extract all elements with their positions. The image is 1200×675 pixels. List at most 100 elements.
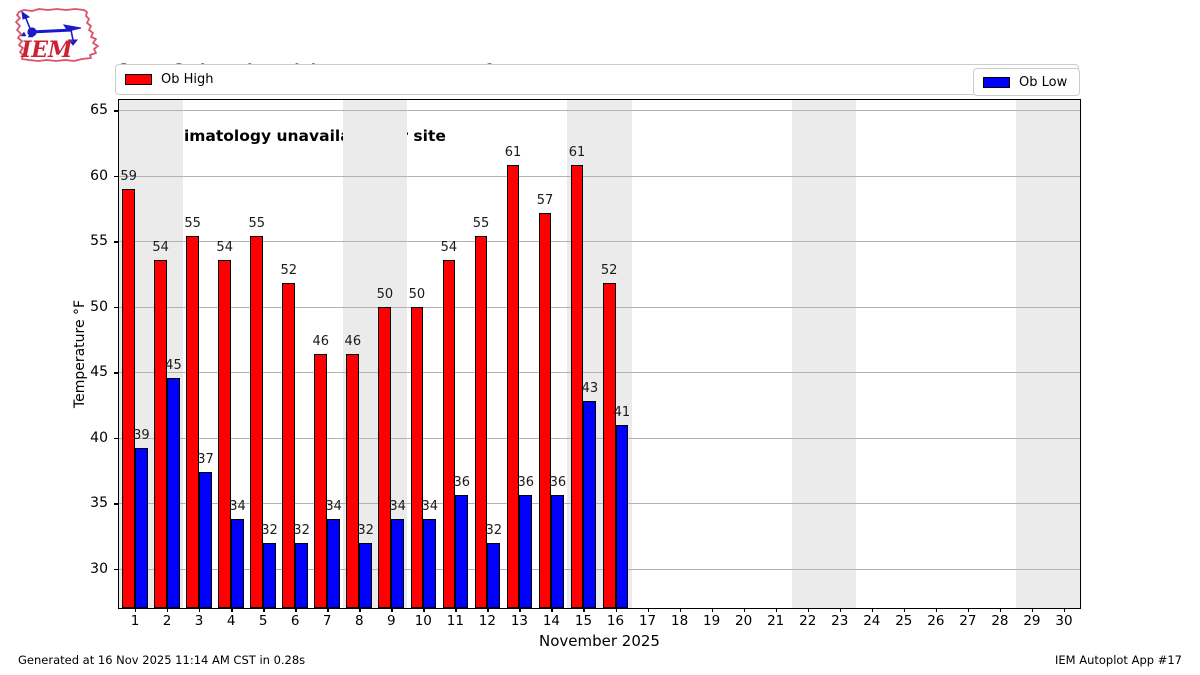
x-tick-label: 2	[162, 613, 172, 629]
x-tick	[999, 608, 1002, 612]
x-axis-title: November 2025	[539, 632, 660, 650]
bar-low	[519, 495, 533, 608]
bar-label-high: 59	[120, 169, 137, 185]
bar-label-high: 54	[152, 239, 169, 255]
x-tick-label: 10	[414, 613, 432, 629]
x-tick-label: 18	[670, 613, 689, 629]
x-tick-label: 27	[959, 613, 977, 629]
gridline	[119, 372, 1080, 374]
bar-label-high: 55	[248, 216, 266, 232]
legend-high-swatch-icon	[125, 74, 152, 85]
y-tick-label: 40	[90, 429, 108, 446]
y-tick-label: 35	[90, 495, 108, 512]
bar-high	[410, 306, 424, 608]
x-tick-label: 6	[290, 613, 300, 629]
plot-area: 59 54 55 54 55 52 46 46 50 50 54 55 61 57 61 52 39 45 37 34…	[119, 100, 1080, 608]
bar-label-low: 32	[293, 522, 310, 538]
x-tick	[743, 608, 746, 612]
x-tick	[711, 608, 713, 612]
bar-low	[231, 518, 244, 608]
x-tick-label: 25	[895, 613, 913, 629]
footer-generated-text: Generated at 16 Nov 2025 11:14 AM CST in…	[18, 653, 306, 667]
gridline	[119, 306, 1080, 308]
x-tick	[551, 608, 553, 612]
anemometer-icon	[20, 10, 82, 46]
bar-low	[583, 401, 597, 608]
y-axis-title: Temperature °F	[72, 299, 88, 409]
x-tick	[167, 608, 169, 612]
x-tick	[871, 608, 874, 612]
bar-label-low: 32	[485, 522, 503, 538]
bar-label-high: 50	[376, 286, 394, 302]
x-tick	[295, 608, 297, 612]
x-tick-label: 28	[991, 613, 1009, 629]
y-tick	[114, 241, 118, 243]
y-tick-label: 30	[90, 560, 108, 577]
x-tick	[647, 608, 649, 612]
bar-low	[423, 518, 437, 608]
x-tick-label: 24	[863, 613, 881, 629]
x-tick-label: 22	[799, 613, 817, 629]
bar-label-low: 39	[133, 428, 150, 444]
bar-low	[167, 377, 180, 608]
x-tick	[839, 608, 842, 612]
x-tick	[807, 608, 810, 612]
bar-high	[282, 283, 296, 608]
legend-low-label: Ob Low	[1019, 74, 1068, 90]
bar-low	[615, 424, 629, 608]
x-tick-label: 13	[510, 613, 528, 629]
bar-label-low: 37	[197, 451, 214, 467]
x-tick	[423, 608, 425, 612]
y-tick-label: 45	[90, 364, 108, 381]
legend-low: Ob Low	[973, 68, 1080, 96]
x-tick	[679, 608, 681, 612]
bar-low	[455, 495, 469, 608]
bar-label-low: 32	[357, 522, 374, 538]
y-tick	[114, 503, 118, 505]
bar-high	[346, 354, 360, 608]
bar-low	[263, 542, 276, 608]
x-tick	[135, 608, 137, 612]
x-tick-label: 26	[927, 613, 945, 629]
legend-low-swatch-icon	[983, 76, 1010, 88]
x-tick-label: 12	[478, 613, 496, 629]
iowa-outline-icon: IEM	[15, 8, 99, 63]
gridline	[119, 568, 1080, 570]
bar-label-high: 52	[600, 263, 618, 279]
bar-high	[506, 165, 520, 608]
y-tick-label: 55	[90, 233, 108, 250]
iem-logo-text: IEM	[20, 37, 73, 63]
x-tick-label: 3	[194, 613, 204, 629]
bar-high	[122, 189, 136, 608]
x-tick-label: 16	[606, 613, 625, 629]
bar-high	[314, 354, 328, 608]
x-tick-label: 7	[322, 613, 332, 629]
x-tick-label: 4	[226, 613, 236, 629]
bar-label-high: 61	[568, 145, 586, 161]
x-tick-label: 21	[767, 613, 785, 629]
bar-high	[250, 236, 264, 608]
bar-label-low: 34	[389, 498, 406, 514]
bar-low	[391, 518, 405, 608]
x-tick-label: 11	[446, 613, 464, 629]
gridline	[119, 437, 1080, 439]
bar-label-low: 34	[325, 498, 342, 514]
x-tick	[967, 608, 970, 612]
footer-app-text: IEM Autoplot App #17	[1054, 653, 1182, 667]
bar-high	[154, 259, 168, 608]
iem-logo: IEM	[8, 4, 108, 66]
bar-label-high: 61	[504, 145, 522, 161]
bar-low	[199, 471, 212, 608]
bar-label-low: 34	[421, 498, 438, 514]
x-tick	[903, 608, 906, 612]
bar-high	[186, 236, 200, 608]
bar-label-low: 36	[517, 475, 535, 491]
gridline	[119, 241, 1080, 243]
x-tick	[935, 608, 938, 612]
y-tick-label: 65	[90, 102, 108, 119]
x-tick-label: 17	[638, 613, 657, 629]
x-tick-label: 5	[258, 613, 268, 629]
x-tick	[359, 608, 361, 612]
bar-label-low: 34	[229, 498, 246, 514]
bar-low	[359, 542, 373, 608]
